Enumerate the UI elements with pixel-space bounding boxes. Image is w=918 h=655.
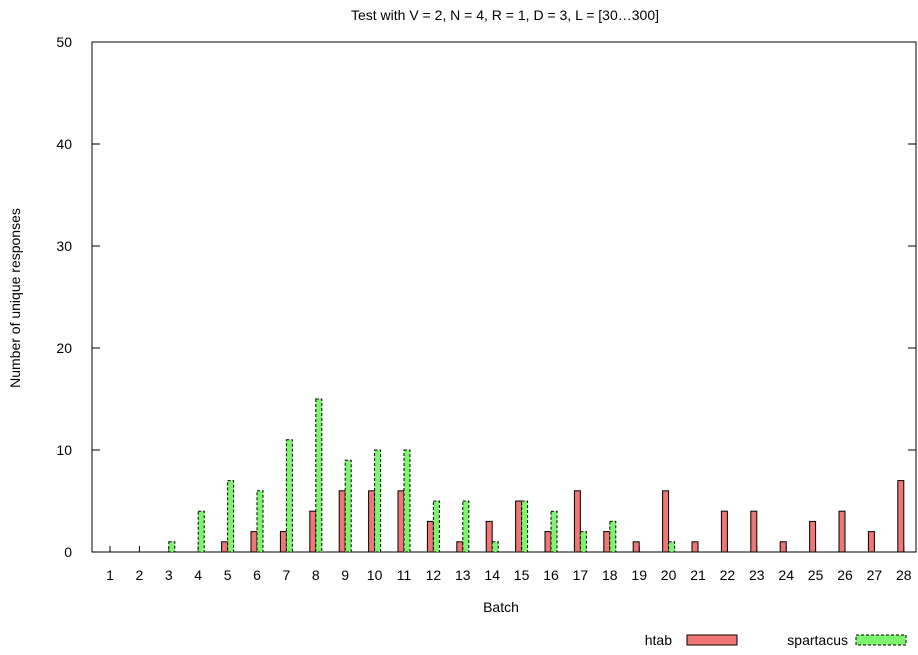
bar-spartacus	[285, 439, 293, 553]
x-tick-label: 18	[602, 567, 618, 583]
bar-htab	[309, 510, 317, 553]
bar-htab	[426, 520, 434, 553]
bar-htab	[544, 531, 552, 553]
bar-spartacus	[668, 541, 676, 553]
y-tick-label: 30	[56, 238, 72, 254]
bar-htab	[338, 490, 346, 553]
bar-spartacus	[315, 398, 323, 553]
bar-htab	[279, 531, 287, 553]
y-tick-label: 50	[56, 34, 72, 50]
y-axis-label: Number of unique responses	[7, 208, 23, 388]
x-tick-label: 15	[514, 567, 530, 583]
bar-htab	[603, 531, 611, 553]
x-tick-label: 13	[455, 567, 471, 583]
bar-spartacus	[432, 500, 440, 553]
bar-htab	[632, 541, 640, 553]
bar-htab	[897, 480, 905, 553]
legend-swatch	[686, 634, 738, 646]
bar-htab	[838, 510, 846, 553]
y-axis: 0 10 20 30 40 50	[56, 34, 916, 560]
x-tick-label: 5	[224, 567, 232, 583]
x-tick-label: 16	[543, 567, 559, 583]
bar-htab	[809, 520, 817, 553]
bar-spartacus	[521, 500, 529, 553]
x-tick-label: 7	[283, 567, 291, 583]
bar-htab	[221, 541, 229, 553]
x-tick-label: 19	[631, 567, 647, 583]
y-tick-label: 20	[56, 340, 72, 356]
x-tick-label: 9	[341, 567, 349, 583]
bar-spartacus	[168, 541, 176, 553]
bar-htab	[691, 541, 699, 553]
x-tick-label: 10	[367, 567, 383, 583]
x-tick-label: 24	[778, 567, 794, 583]
legend-label: htab	[645, 632, 672, 648]
bar-htab	[573, 490, 581, 553]
x-tick-label: 14	[484, 567, 500, 583]
bar-htab	[867, 531, 875, 553]
x-tick-label: 8	[312, 567, 320, 583]
y-tick-label: 10	[56, 442, 72, 458]
x-tick-label: 1	[106, 567, 114, 583]
bar-htab	[515, 500, 523, 553]
bar-htab	[456, 541, 464, 553]
bar-spartacus	[344, 459, 352, 553]
plot-frame	[91, 41, 917, 553]
bar-htab	[750, 510, 758, 553]
bar-spartacus	[197, 510, 205, 553]
x-tick-label: 21	[690, 567, 706, 583]
x-tick-label: 27	[867, 567, 883, 583]
legend: htab spartacus	[645, 632, 907, 648]
x-tick-label: 26	[837, 567, 853, 583]
x-axis-label: Batch	[483, 599, 519, 615]
bars	[168, 398, 905, 553]
x-tick-label: 2	[136, 567, 144, 583]
plot-area	[91, 41, 917, 553]
bar-spartacus	[462, 500, 470, 553]
bar-spartacus	[491, 541, 499, 553]
bar-spartacus	[550, 510, 558, 553]
chart-title: Test with V = 2, N = 4, R = 1, D = 3, L …	[351, 7, 659, 23]
bar-htab	[368, 490, 376, 553]
bar-htab	[720, 510, 728, 553]
bar-htab	[397, 490, 405, 553]
x-tick-label: 28	[896, 567, 912, 583]
bar-spartacus	[256, 490, 264, 553]
x-tick-label: 25	[808, 567, 824, 583]
x-tick-label: 23	[749, 567, 765, 583]
bar-spartacus	[579, 531, 587, 553]
legend-label: spartacus	[787, 632, 848, 648]
bar-htab	[485, 520, 493, 553]
x-tick-label: 12	[426, 567, 442, 583]
x-tick-label: 11	[397, 567, 412, 583]
bar-spartacus	[403, 449, 411, 553]
x-tick-label: 17	[573, 567, 589, 583]
y-tick-label: 0	[64, 544, 72, 560]
bar-spartacus	[227, 480, 235, 553]
bar-htab	[250, 531, 258, 553]
bar-spartacus	[374, 449, 382, 553]
x-tick-label: 6	[253, 567, 261, 583]
y-tick-label: 40	[56, 136, 72, 152]
bar-htab	[662, 490, 670, 553]
legend-swatch	[855, 634, 907, 646]
x-tick-label: 4	[194, 567, 202, 583]
bar-spartacus	[609, 520, 617, 553]
bar-htab	[779, 541, 787, 553]
x-tick-label: 20	[661, 567, 677, 583]
x-tick-label: 3	[165, 567, 173, 583]
x-tick-label: 22	[720, 567, 736, 583]
